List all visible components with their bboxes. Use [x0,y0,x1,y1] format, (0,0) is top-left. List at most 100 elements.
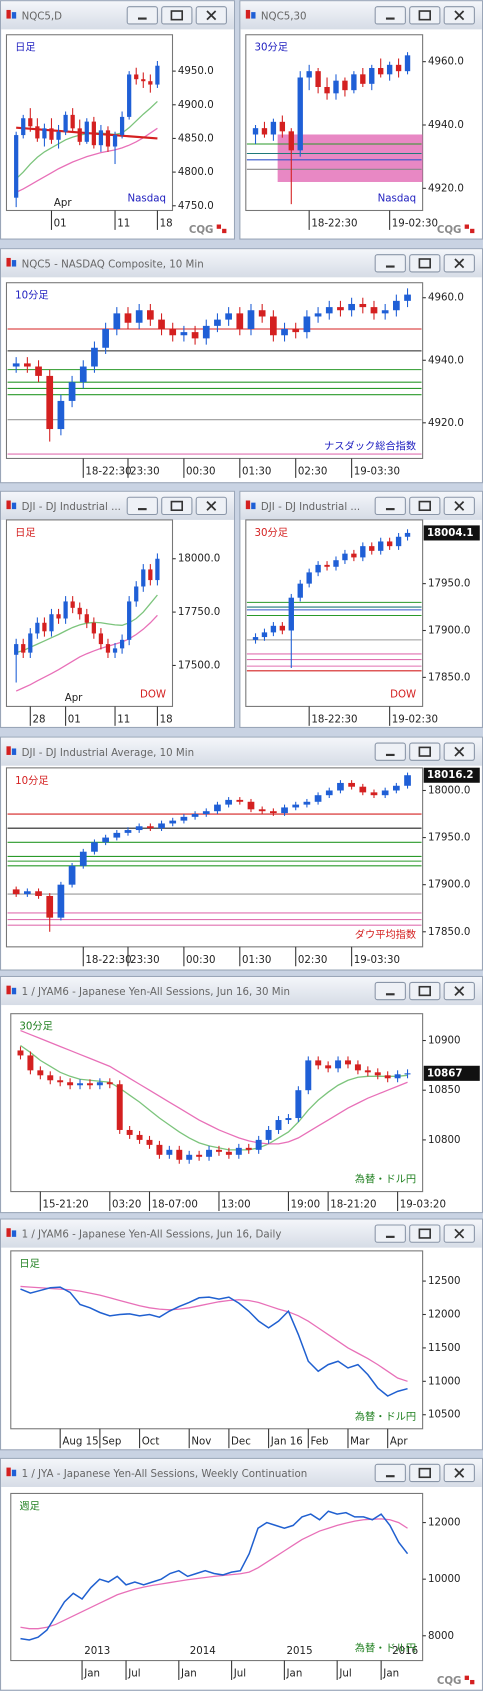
y-tick-label: 12500 [428,1275,461,1287]
x-tick-label: 02:30 [298,954,328,966]
candle-body [156,1144,163,1155]
minimize-button[interactable] [374,981,406,1001]
maximize-button[interactable] [409,254,441,273]
candle-body [84,121,89,142]
minimize-button[interactable] [374,1463,406,1483]
x-tick-label: Apr [390,1436,408,1448]
x-tick-label: 01:30 [242,465,271,477]
candle-body [236,313,244,329]
candle-body [394,1074,401,1079]
candle-body [49,614,54,632]
y-tick-label: 10000 [428,1573,461,1585]
window-title: DJI - DJ Industrial ... [22,501,121,513]
maximize-button[interactable] [409,1224,441,1243]
candle-body [146,1139,153,1145]
title-bar [1,1,234,30]
window-title: NQC5,30 [261,10,307,22]
chart-label: 日足 [15,42,35,54]
candle-body [49,128,54,140]
candle-body [342,80,348,91]
y-tick-label: 12000 [428,1517,461,1529]
candle-body [112,135,118,147]
candle-body [279,625,286,631]
x-tick-label: 13:00 [221,1199,251,1211]
candle-body [135,826,143,831]
candle-body [225,313,232,320]
minimize-button[interactable] [374,254,406,273]
y-tick-label: 10800 [428,1134,461,1146]
candle-body [279,121,286,132]
maximize-button[interactable] [161,6,193,25]
x-year-label: 2016 [392,1645,418,1657]
candle-body [261,128,268,135]
x-tick-label: Dec [231,1436,251,1448]
maximize-button[interactable] [409,981,441,1001]
candle-body [214,319,221,326]
candle-body [247,801,255,810]
candle-body [42,622,47,632]
candle-body [134,74,139,80]
y-tick-label: 8000 [428,1630,454,1642]
x-tick-label: 19-02:30 [392,217,438,229]
candle-body [124,830,132,833]
maximize-button[interactable] [161,496,193,516]
candle-body [337,782,344,791]
minimize-button[interactable] [374,742,406,761]
candle-body [14,644,19,655]
candle-body [404,294,411,301]
candle-body [135,310,143,323]
maximize-button[interactable] [409,742,441,761]
candle-body [265,1129,272,1140]
minimize-button[interactable] [374,6,406,25]
button-glyph [385,993,395,996]
moving-average [15,127,158,193]
window-icon [6,1228,11,1237]
y-tick-label: 4950.0 [178,65,214,77]
x-tick-label: 28 [32,713,45,725]
candle-body [303,801,311,805]
candle-body [261,632,268,638]
window-icon [6,9,11,19]
button-glyph [418,500,431,512]
x-tick-label: 18-07:00 [152,1199,198,1211]
logo-mark [470,1679,475,1685]
candle-body [369,67,375,84]
candle-body [342,553,348,561]
candle-body [333,560,339,567]
plot-area [5,282,424,459]
candle-body [155,558,160,581]
x-tick-label: Jan [286,1668,303,1680]
candle-body [176,1149,183,1160]
y-tick-label: 4850.0 [178,132,214,144]
window-title: 1 / JYAM6 - Japanese Yen-All Sessions, J… [22,1229,282,1241]
window-title: NQC5,D [22,10,63,22]
candle-body [202,325,210,339]
title-bar [1,491,234,520]
window-icon [251,12,256,19]
last-price: 18016.2 [427,769,474,781]
candle-body [169,328,177,336]
minimize-button[interactable] [374,1224,406,1243]
y-tick-label: 4920.0 [428,417,464,429]
maximize-button[interactable] [409,496,441,516]
maximize-button[interactable] [409,1463,441,1483]
candle-body [180,816,188,821]
candle-body [91,622,96,634]
candle-body [395,64,402,72]
button-glyph [385,508,395,511]
minimize-button[interactable] [126,6,158,25]
x-tick-label: Jan [83,1668,100,1680]
candle-body [141,569,146,587]
minimize-button[interactable] [126,496,158,516]
x-tick-label: 19-03:30 [354,954,400,966]
y-tick-label: 11500 [428,1342,461,1354]
x-tick-label: 18-22:30 [85,954,131,966]
minimize-button[interactable] [374,496,406,516]
window-icon [11,260,17,267]
window-icon [6,746,11,755]
last-price-box [423,525,480,541]
maximize-button[interactable] [409,6,441,25]
candle-body [191,332,199,339]
candle-body [158,823,165,829]
